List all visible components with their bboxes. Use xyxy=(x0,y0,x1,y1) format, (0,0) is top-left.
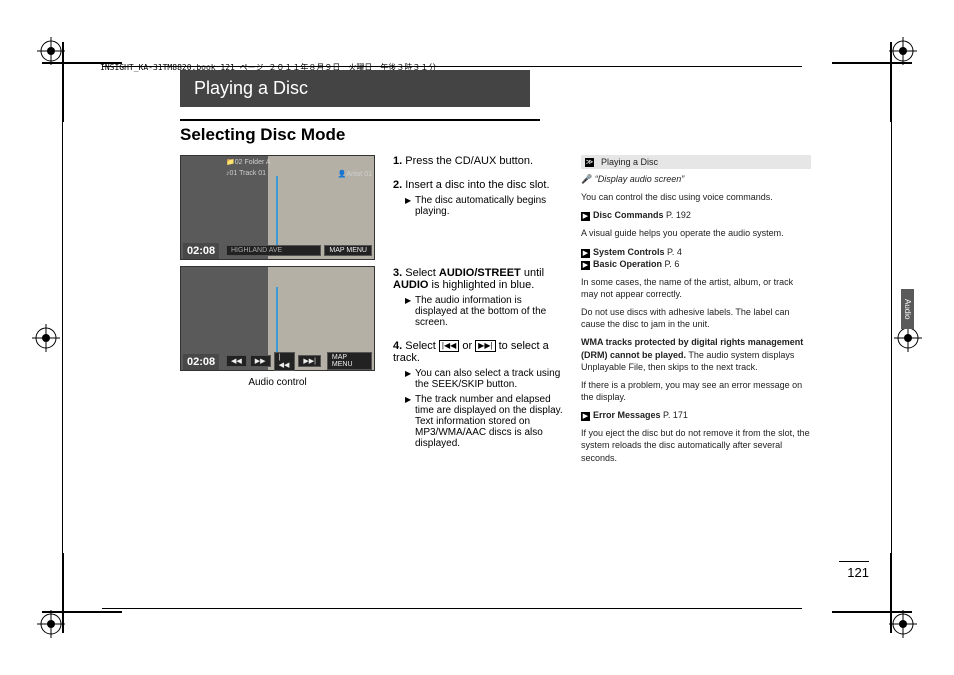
forward-icon: ▶▶ xyxy=(250,355,271,367)
xref-title: System Controls xyxy=(593,247,665,257)
sidebar-text: In some cases, the name of the artist, a… xyxy=(581,276,811,300)
step-bold: AUDIO/STREET xyxy=(439,267,521,279)
shot-clock-2: 02:08 xyxy=(183,354,219,370)
shot-clock: 02:08 xyxy=(183,243,219,259)
step-text: until xyxy=(521,267,544,279)
xref-icon: ▶ xyxy=(581,249,590,258)
prev-track-icon: |◀◀ xyxy=(274,352,296,371)
section-title: Selecting Disc Mode xyxy=(180,119,540,145)
sidebar-text: If you eject the disc but do not remove … xyxy=(581,427,811,463)
screenshots-column: 📁02 Folder A ♪01 Track 01 👤Artist 01 02:… xyxy=(180,155,375,470)
step-num: 2. xyxy=(393,179,402,191)
shot-track: ♪01 Track 01 xyxy=(226,170,266,178)
xref-icon: ▶ xyxy=(581,261,590,270)
section-tab: Audio xyxy=(901,289,914,329)
prev-track-icon: |◀◀ xyxy=(439,340,459,352)
sidebar-text: You can control the disc using voice com… xyxy=(581,191,811,203)
sidebar-text: Do not use discs with adhesive labels. T… xyxy=(581,306,811,330)
step-4: 4. Select |◀◀ or ▶▶| to select a track. … xyxy=(393,340,563,449)
xref-page: P. 171 xyxy=(661,410,688,420)
xref-page: P. 192 xyxy=(664,210,691,220)
xref-title: Basic Operation xyxy=(593,259,662,269)
page-number: 121 xyxy=(839,561,869,580)
step-num: 1. xyxy=(393,155,402,167)
voice-icon: 🎤 xyxy=(581,174,592,184)
shot-street: HIGHLAND AVE xyxy=(226,245,321,256)
xref-page: P. 4 xyxy=(665,247,682,257)
steps-column: 1. Press the CD/AUX button. 2. Insert a … xyxy=(393,155,563,470)
next-track-icon: ▶▶| xyxy=(475,340,495,352)
page-content: Playing a Disc Selecting Disc Mode 📁02 F… xyxy=(180,70,870,470)
shot-mapmenu-2: MAP MENU xyxy=(327,352,372,370)
screenshot-top: 📁02 Folder A ♪01 Track 01 👤Artist 01 02:… xyxy=(180,155,375,260)
screenshot-bottom: 02:08 ◀◀ ▶▶ |◀◀ ▶▶| MAP MENU xyxy=(180,266,375,371)
xref-icon: ▶ xyxy=(581,412,590,421)
step-bold: AUDIO xyxy=(393,279,428,291)
sidebar-text: If there is a problem, you may see an er… xyxy=(581,379,811,403)
step-3: 3. Select AUDIO/STREET until AUDIO is hi… xyxy=(393,267,563,328)
step-text: or xyxy=(459,340,475,352)
step-sub: You can also select a track using the SE… xyxy=(405,368,563,390)
next-track-icon: ▶▶| xyxy=(298,355,321,367)
step-sub: The audio information is displayed at th… xyxy=(405,295,563,328)
step-num: 4. xyxy=(393,340,402,352)
title-banner: Playing a Disc xyxy=(180,70,870,107)
page-title: Playing a Disc xyxy=(180,70,530,107)
step-text: Press the CD/AUX button. xyxy=(402,155,533,167)
shot-folder: 📁02 Folder A xyxy=(226,158,271,166)
step-num: 3. xyxy=(393,267,402,279)
voice-command: “Display audio screen” xyxy=(595,174,685,184)
rewind-icon: ◀◀ xyxy=(226,355,247,367)
step-sub: The disc automatically begins playing. xyxy=(405,195,563,217)
xref-title: Disc Commands xyxy=(593,210,664,220)
arrow-icon: ≫ xyxy=(585,158,594,167)
step-sub: The track number and elapsed time are di… xyxy=(405,394,563,449)
xref-icon: ▶ xyxy=(581,212,590,221)
step-2: 2. Insert a disc into the disc slot. The… xyxy=(393,179,563,217)
sidebar-text: A visual guide helps you operate the aud… xyxy=(581,227,811,239)
shot-artist: 👤Artist 01 xyxy=(338,170,372,178)
screenshot-caption: Audio control xyxy=(180,377,375,388)
step-text: Insert a disc into the disc slot. xyxy=(402,179,549,191)
step-text: Select xyxy=(402,340,439,352)
xref-page: P. 6 xyxy=(662,259,679,269)
sidebar-column: ≫ Playing a Disc 🎤 “Display audio screen… xyxy=(581,155,811,470)
step-text: is highlighted in blue. xyxy=(428,279,534,291)
sidebar-heading: ≫ Playing a Disc xyxy=(581,155,811,169)
step-text: Select xyxy=(402,267,439,279)
shot-mapmenu: MAP MENU xyxy=(324,245,372,256)
xref-title: Error Messages xyxy=(593,410,661,420)
step-1: 1. Press the CD/AUX button. xyxy=(393,155,563,167)
sidebar-head-text: Playing a Disc xyxy=(601,157,658,167)
